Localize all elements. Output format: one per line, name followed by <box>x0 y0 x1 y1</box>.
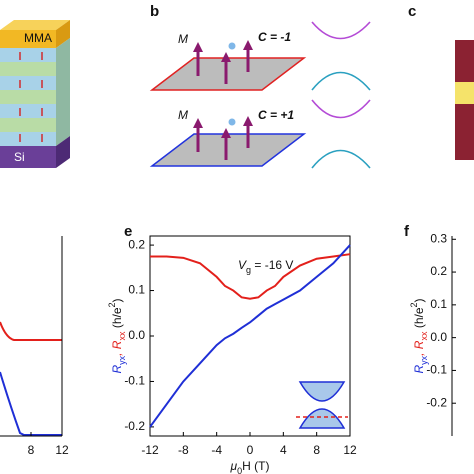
panel-label: f <box>404 223 410 240</box>
y-axis-label-part: (h/e <box>110 307 124 331</box>
y-tick-label: 0.2 <box>128 237 145 251</box>
y-axis-label-part: R <box>110 365 124 374</box>
y-tick-label: -0.2 <box>124 419 145 433</box>
annotation-part: = -16 V <box>251 258 293 272</box>
panel-b-diagram: M C = -1 M C = +1 <box>149 21 371 169</box>
y-tick-label: -0.1 <box>124 374 145 388</box>
x-axis-label-part: H (T) <box>242 459 269 473</box>
x-tick-label: 12 <box>343 443 357 457</box>
chern-label: C = +1 <box>258 108 294 122</box>
y-axis-label-part: R <box>412 365 426 374</box>
annotation-part: g <box>246 265 251 275</box>
x-axis-label: μ0H (T) <box>230 459 270 474</box>
data-line <box>150 253 351 300</box>
moment-label: M <box>178 108 188 122</box>
y-axis-label-part: yx <box>117 355 127 365</box>
data-line <box>149 244 351 428</box>
panel-label: e <box>124 223 132 240</box>
y-axis-label-part: xx <box>117 331 127 341</box>
x-tick-label: -8 <box>178 443 189 457</box>
y-axis-label-part: ) <box>110 298 124 302</box>
x-tick-label: -4 <box>211 443 222 457</box>
y-axis-label-part: xx <box>419 331 429 341</box>
x-tick-label: 8 <box>313 443 320 457</box>
chern-label: C = -1 <box>258 30 291 44</box>
y-axis-label-part: , R <box>412 340 426 356</box>
band-inset <box>296 381 348 429</box>
layer-label: Si <box>14 150 25 164</box>
y-tick-label: -0.2 <box>426 395 447 409</box>
annotation-part: V <box>238 258 247 272</box>
y-axis-label: Ryx, Rxx (h/e2) <box>107 298 127 373</box>
y-tick-label: 0.1 <box>128 283 145 297</box>
x-axis-label-part: μ <box>230 459 238 473</box>
y-axis-label-part: 2 <box>107 302 117 307</box>
y-tick-label: -0.1 <box>426 363 447 377</box>
panel-label: c <box>408 3 416 20</box>
y-tick-label: 0.2 <box>430 264 447 278</box>
y-tick-label: 0.0 <box>128 328 145 342</box>
panel-label: b <box>150 3 159 20</box>
y-tick-label: 0.0 <box>430 330 447 344</box>
x-tick-label: 4 <box>280 443 287 457</box>
y-axis-label-part: yx <box>419 355 429 365</box>
x-tick-label: 0 <box>247 443 254 457</box>
annotation: Vg = -16 V <box>238 258 293 275</box>
y-tick-label: 0.1 <box>430 297 447 311</box>
y-tick-label: 0.3 <box>430 231 447 245</box>
x-tick-label: -12 <box>141 443 159 457</box>
y-axis-label-part: 2 <box>409 302 419 307</box>
y-axis-label: Ryx, Rxx (h/e2) <box>409 298 429 373</box>
panel-c-stack <box>455 40 474 160</box>
panel-a-stack: MMA Si <box>0 20 70 168</box>
y-axis-label-part: (h/e <box>412 307 426 331</box>
panel-d-curves <box>0 236 63 437</box>
layer-label: MMA <box>24 31 52 45</box>
moment-label: M <box>178 32 188 46</box>
x-tick-label: 8 <box>28 443 35 457</box>
y-axis-label-part: , R <box>110 340 124 356</box>
x-axis-label-part: 0 <box>237 466 242 474</box>
x-tick-label: 12 <box>55 443 69 457</box>
y-axis-label-part: ) <box>412 298 426 302</box>
